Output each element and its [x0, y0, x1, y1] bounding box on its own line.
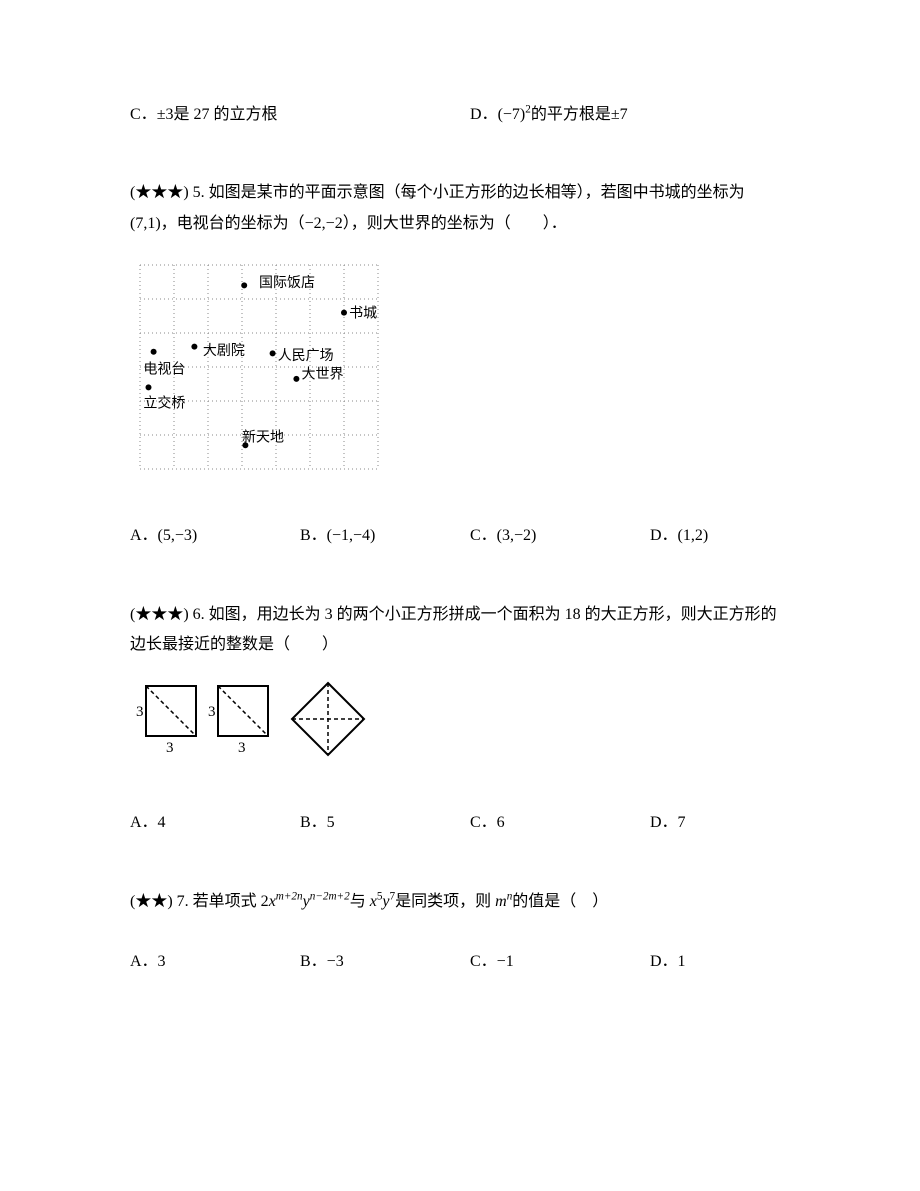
- svg-text:大剧院: 大剧院: [203, 343, 245, 359]
- t: 若单项式 2: [193, 893, 269, 910]
- opt-text: ±3是 27 的立方根: [157, 106, 278, 123]
- question-6: (★★★) 6. 如图，用边长为 3 的两个小正方形拼成一个面积为 18 的大正…: [130, 600, 790, 839]
- svg-text:新天地: 新天地: [242, 430, 284, 446]
- svg-text:国际饭店: 国际饭店: [259, 275, 315, 291]
- q5-body: 如图是某市的平面示意图（每个小正方形的边长相等），若图中书城的坐标为 (7,1)…: [130, 184, 745, 231]
- q7-stars: (★★) 7.: [130, 893, 193, 910]
- opt-prefix: C．: [130, 106, 157, 123]
- q6-text: (★★★) 6. 如图，用边长为 3 的两个小正方形拼成一个面积为 18 的大正…: [130, 600, 790, 661]
- svg-text:电视台: 电视台: [143, 362, 185, 378]
- q6-option-b: B．5: [300, 808, 470, 838]
- q6-option-c: C．6: [470, 808, 650, 838]
- q6-stars: (★★★) 6.: [130, 606, 209, 623]
- svg-text:3: 3: [238, 740, 246, 756]
- var: m: [495, 893, 507, 910]
- svg-text:3: 3: [208, 704, 216, 720]
- q6-option-d: D．7: [650, 808, 790, 838]
- t: (−7): [498, 106, 526, 123]
- t: 与: [350, 893, 370, 910]
- q6-options: A．4 B．5 C．6 D．7: [130, 808, 790, 838]
- var: y: [303, 893, 310, 910]
- svg-text:人民广场: 人民广场: [278, 348, 334, 364]
- question-7: (★★) 7. 若单项式 2xm+2nyn−2m+2与 x5y7是同类项，则 m…: [130, 887, 790, 978]
- q7-text: (★★) 7. 若单项式 2xm+2nyn−2m+2与 x5y7是同类项，则 m…: [130, 887, 790, 917]
- q5-option-b: B．(−1,−4): [300, 521, 470, 551]
- q5-map-diagram: 国际饭店书城大剧院 人民广场电视台 大世界立交桥新天地: [130, 257, 398, 481]
- q5-stars: (★★★) 5.: [130, 184, 209, 201]
- exp: n−2m+2: [310, 890, 350, 902]
- q6-option-a: A．4: [130, 808, 300, 838]
- var: x: [269, 893, 276, 910]
- q5-option-c: C．(3,−2): [470, 521, 650, 551]
- q5-text: (★★★) 5. 如图是某市的平面示意图（每个小正方形的边长相等），若图中书城的…: [130, 178, 790, 239]
- q4-options-cd: C．±3是 27 的立方根 D．(−7)2的平方根是±7: [130, 100, 790, 130]
- q4-option-d: D．(−7)2的平方根是±7: [470, 100, 790, 130]
- svg-text:大世界: 大世界: [302, 367, 344, 383]
- question-5: (★★★) 5. 如图是某市的平面示意图（每个小正方形的边长相等），若图中书城的…: [130, 178, 790, 551]
- var: y: [382, 893, 389, 910]
- q6-body: 如图，用边长为 3 的两个小正方形拼成一个面积为 18 的大正方形，则大正方形的…: [130, 606, 777, 653]
- opt-prefix: D．: [470, 106, 498, 123]
- exp: m+2n: [276, 890, 303, 902]
- var: x: [370, 893, 377, 910]
- q7-option-c: C．−1: [470, 947, 650, 977]
- q7-options: A．3 B．−3 C．−1 D．1: [130, 947, 790, 977]
- q5-options: A．(5,−3) B．(−1,−4) C．(3,−2) D．(1,2): [130, 521, 790, 551]
- q7-option-a: A．3: [130, 947, 300, 977]
- t: 的值是（ ）: [512, 893, 608, 910]
- q4-option-c: C．±3是 27 的立方根: [130, 100, 470, 130]
- q5-option-a: A．(5,−3): [130, 521, 300, 551]
- t: 的平方根是±7: [531, 106, 628, 123]
- q5-option-d: D．(1,2): [650, 521, 790, 551]
- svg-text:3: 3: [136, 704, 144, 720]
- svg-text:立交桥: 立交桥: [143, 395, 185, 412]
- q7-option-d: D．1: [650, 947, 790, 977]
- svg-text:3: 3: [166, 740, 174, 756]
- q7-option-b: B．−3: [300, 947, 470, 977]
- t: 是同类项，则: [395, 893, 495, 910]
- svg-text:书城: 书城: [349, 306, 377, 322]
- q6-squares-diagram: 3 3 3 3: [130, 678, 420, 768]
